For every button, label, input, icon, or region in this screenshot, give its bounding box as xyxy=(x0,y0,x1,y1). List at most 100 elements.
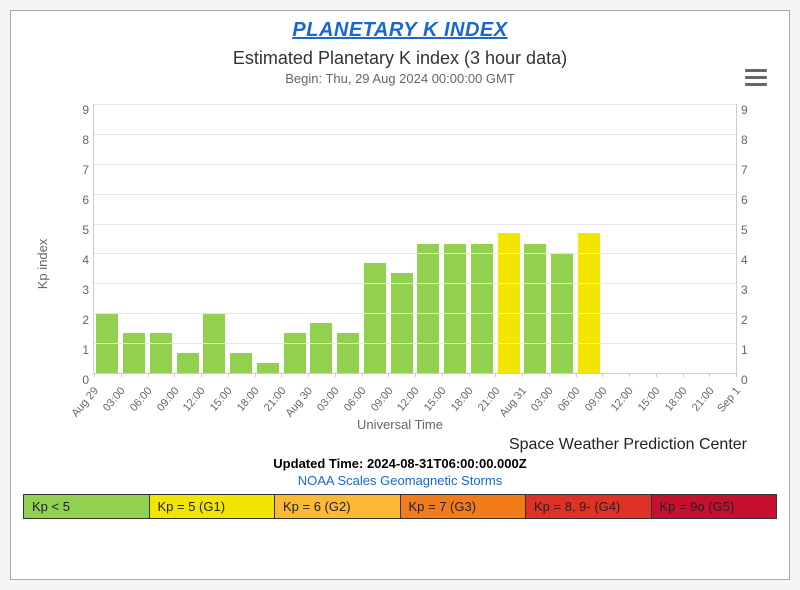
legend-cell: Kp = 9o (G5) xyxy=(652,495,777,518)
begin-time: Begin: Thu, 29 Aug 2024 00:00:00 GMT xyxy=(23,71,777,86)
xtick-mark xyxy=(469,373,470,377)
kp-bar xyxy=(524,244,546,373)
xtick-label: 15:00 xyxy=(422,385,449,414)
xtick-mark xyxy=(255,373,256,377)
xtick-mark xyxy=(442,373,443,377)
ytick-right: 9 xyxy=(741,103,759,117)
xtick-mark xyxy=(683,373,684,377)
kp-bar xyxy=(123,333,145,373)
kp-bar xyxy=(310,323,332,373)
xtick-mark xyxy=(576,373,577,377)
ytick-left: 4 xyxy=(71,253,89,267)
ytick-left: 1 xyxy=(71,343,89,357)
chart-footer: Space Weather Prediction Center Updated … xyxy=(23,436,777,519)
noaa-scales-link[interactable]: NOAA Scales Geomagnetic Storms xyxy=(298,473,502,488)
xtick-label: 09:00 xyxy=(583,385,610,414)
kp-bar xyxy=(337,333,359,373)
xtick-label: 03:00 xyxy=(315,385,342,414)
legend-cell: Kp = 6 (G2) xyxy=(275,495,401,518)
chart-area: Kp index Aug 2903:0006:0009:0012:0015:00… xyxy=(23,94,777,434)
xtick-mark xyxy=(174,373,175,377)
xtick-label: 06:00 xyxy=(556,385,583,414)
grid-line xyxy=(94,164,736,165)
xtick-mark xyxy=(495,373,496,377)
kp-legend: Kp < 5Kp = 5 (G1)Kp = 6 (G2)Kp = 7 (G3)K… xyxy=(23,494,777,519)
xtick-label: Aug 29 xyxy=(70,385,102,419)
kp-bar xyxy=(364,263,386,373)
xtick-label: 09:00 xyxy=(155,385,182,414)
ytick-left: 0 xyxy=(71,373,89,387)
kp-bar xyxy=(150,333,172,373)
xtick-mark xyxy=(148,373,149,377)
xtick-label: 15:00 xyxy=(208,385,235,414)
xtick-mark xyxy=(549,373,550,377)
xtick-mark xyxy=(388,373,389,377)
y-axis-label: Kp index xyxy=(35,239,50,290)
xtick-label: 15:00 xyxy=(636,385,663,414)
xtick-label: 06:00 xyxy=(342,385,369,414)
kp-bar xyxy=(257,363,279,373)
xtick-mark xyxy=(736,373,737,377)
xtick-label: 18:00 xyxy=(449,385,476,414)
xtick-label: 06:00 xyxy=(128,385,155,414)
xtick-label: 18:00 xyxy=(663,385,690,414)
ytick-left: 9 xyxy=(71,103,89,117)
ytick-left: 2 xyxy=(71,313,89,327)
xtick-mark xyxy=(308,373,309,377)
legend-cell: Kp = 5 (G1) xyxy=(150,495,276,518)
noaa-scales-link-row: NOAA Scales Geomagnetic Storms xyxy=(23,473,777,488)
grid-line xyxy=(94,313,736,314)
xtick-label: 12:00 xyxy=(609,385,636,414)
kp-bar xyxy=(391,273,413,373)
xtick-mark xyxy=(629,373,630,377)
ytick-left: 5 xyxy=(71,223,89,237)
xtick-mark xyxy=(201,373,202,377)
xtick-label: 03:00 xyxy=(101,385,128,414)
xtick-label: 18:00 xyxy=(235,385,262,414)
xtick-mark xyxy=(94,373,95,377)
chart-frame: PLANETARY K INDEX Estimated Planetary K … xyxy=(10,10,790,580)
xtick-mark xyxy=(709,373,710,377)
updated-time: Updated Time: 2024-08-31T06:00:00.000Z xyxy=(23,456,777,471)
kp-bar xyxy=(284,333,306,373)
xtick-mark xyxy=(281,373,282,377)
legend-cell: Kp < 5 xyxy=(24,495,150,518)
xtick-mark xyxy=(228,373,229,377)
xtick-mark xyxy=(656,373,657,377)
xtick-label: 12:00 xyxy=(395,385,422,414)
kp-bar xyxy=(471,244,493,373)
xtick-mark xyxy=(121,373,122,377)
swpc-credit: Space Weather Prediction Center xyxy=(23,436,777,454)
xtick-label: 03:00 xyxy=(529,385,556,414)
ytick-right: 8 xyxy=(741,133,759,147)
chart-menu-icon[interactable] xyxy=(745,69,767,87)
xtick-mark xyxy=(415,373,416,377)
grid-line xyxy=(94,283,736,284)
ytick-right: 6 xyxy=(741,193,759,207)
xtick-mark xyxy=(602,373,603,377)
grid-line xyxy=(94,194,736,195)
grid-line xyxy=(94,224,736,225)
ytick-right: 5 xyxy=(741,223,759,237)
xtick-label: 21:00 xyxy=(690,385,717,414)
xtick-label: 09:00 xyxy=(369,385,396,414)
legend-cell: Kp = 8, 9- (G4) xyxy=(526,495,652,518)
ytick-right: 7 xyxy=(741,163,759,177)
ytick-left: 8 xyxy=(71,133,89,147)
xtick-label: Sep 1 xyxy=(716,385,744,415)
main-title-link[interactable]: PLANETARY K INDEX xyxy=(292,19,507,41)
kp-bar xyxy=(417,244,439,373)
grid-line xyxy=(94,104,736,105)
ytick-right: 1 xyxy=(741,343,759,357)
ytick-right: 3 xyxy=(741,283,759,297)
legend-cell: Kp = 7 (G3) xyxy=(401,495,527,518)
ytick-left: 3 xyxy=(71,283,89,297)
grid-line xyxy=(94,343,736,344)
xtick-mark xyxy=(362,373,363,377)
plot-region: Aug 2903:0006:0009:0012:0015:0018:0021:0… xyxy=(93,104,737,374)
bars-container xyxy=(94,104,736,373)
kp-bar xyxy=(444,244,466,373)
chart-subtitle: Estimated Planetary K index (3 hour data… xyxy=(23,48,777,69)
xtick-label: Aug 30 xyxy=(284,385,316,419)
ytick-right: 2 xyxy=(741,313,759,327)
